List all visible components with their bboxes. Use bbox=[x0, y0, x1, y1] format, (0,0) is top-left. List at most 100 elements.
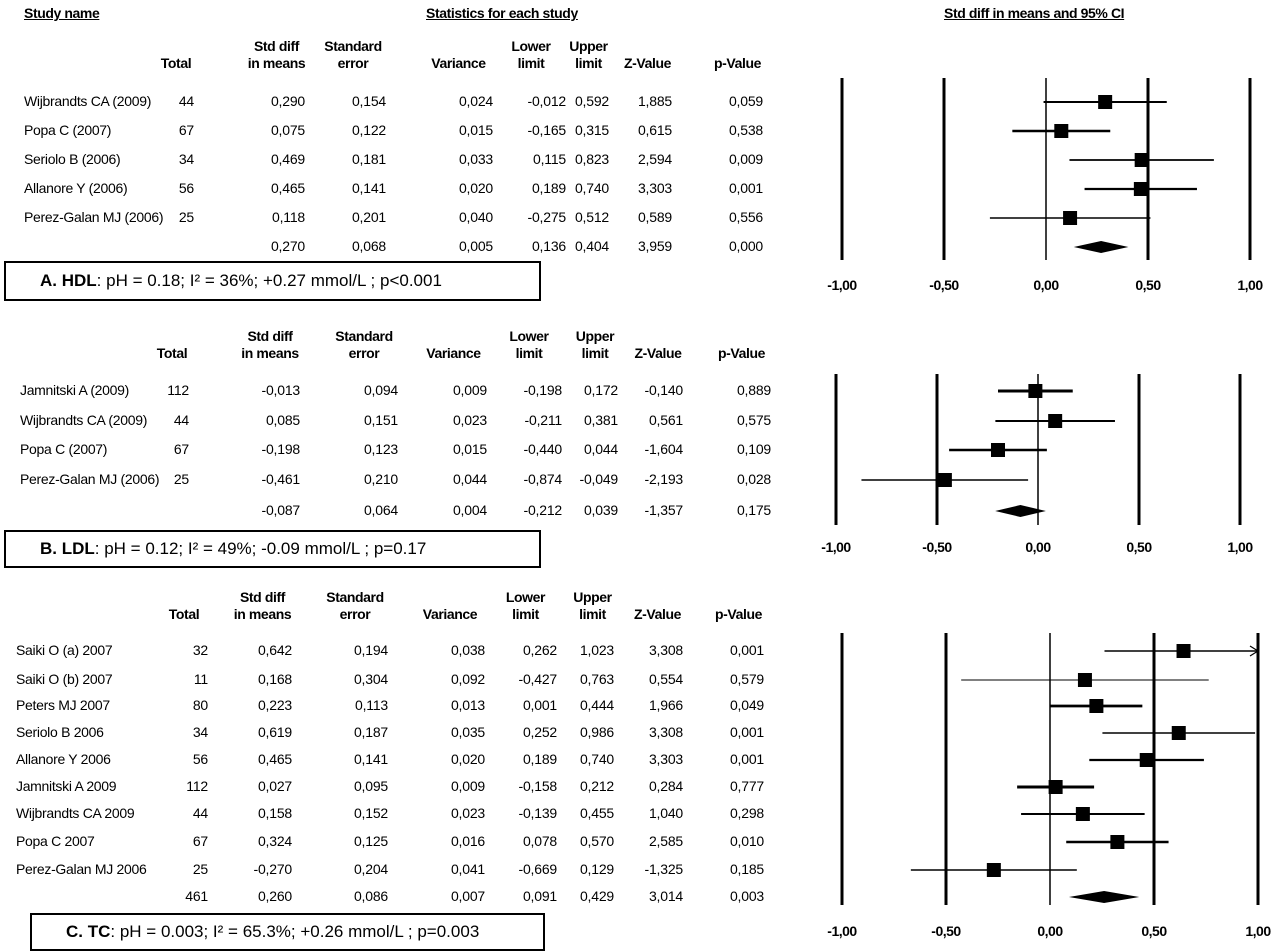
cell-upper: 0,455 bbox=[579, 805, 614, 821]
x-tick-label: -0,50 bbox=[922, 539, 952, 555]
cell-var: 0,038 bbox=[450, 642, 485, 658]
cell-p: 0,575 bbox=[736, 412, 771, 428]
cell-z: -0,140 bbox=[644, 382, 684, 398]
pooled-var: 0,004 bbox=[452, 502, 487, 518]
cell-upper: 0,172 bbox=[583, 382, 618, 398]
cell-var: 0,035 bbox=[450, 724, 485, 740]
column-header-line: Total bbox=[156, 345, 188, 361]
pooled-p: 0,003 bbox=[729, 888, 764, 904]
cell-se: 0,304 bbox=[353, 671, 388, 687]
column-header-line: Variance bbox=[422, 606, 478, 622]
column-header-line: Upper bbox=[569, 38, 608, 54]
cell-total: 80 bbox=[192, 697, 208, 713]
cell-p: 0,001 bbox=[729, 751, 764, 767]
x-tick-label: -0,50 bbox=[929, 277, 959, 293]
x-tick-label: -1,00 bbox=[827, 923, 857, 939]
column-header-line: Total bbox=[160, 55, 192, 71]
x-tick-label: 0,00 bbox=[1037, 923, 1063, 939]
column-header-line: in means bbox=[241, 345, 299, 361]
cell-z: -1,325 bbox=[644, 861, 684, 877]
cell-p: 0,049 bbox=[729, 697, 764, 713]
cell-se: 0,201 bbox=[351, 209, 386, 225]
cell-var: 0,013 bbox=[450, 697, 485, 713]
pooled-var: 0,005 bbox=[458, 238, 493, 254]
cell-p: 0,185 bbox=[729, 861, 764, 877]
column-header-line: Std diff bbox=[239, 589, 285, 605]
column-header-line: p-Value bbox=[714, 55, 761, 71]
pooled-se: 0,068 bbox=[351, 238, 386, 254]
cell-total: 56 bbox=[178, 180, 194, 196]
pooled-diamond bbox=[995, 505, 1046, 517]
pooled-p: 0,175 bbox=[736, 502, 771, 518]
cell-se: 0,210 bbox=[363, 471, 398, 487]
pooled-var: 0,007 bbox=[450, 888, 485, 904]
cell-total: 25 bbox=[192, 861, 208, 877]
column-header-line: Z-Value bbox=[634, 606, 681, 622]
cell-total: 44 bbox=[173, 412, 189, 428]
cell-upper: 0,315 bbox=[574, 122, 609, 138]
effect-marker bbox=[937, 473, 952, 487]
column-header-line: limit bbox=[512, 606, 539, 622]
cell-upper: 0,212 bbox=[579, 778, 614, 794]
cell-p: 0,298 bbox=[729, 805, 764, 821]
effect-marker bbox=[1054, 124, 1069, 138]
column-header-total: Total bbox=[140, 589, 228, 623]
panel-summary-text: : pH = 0.003; I² = 65.3%; +0.26 mmol/L ;… bbox=[110, 922, 480, 941]
cell-p: 0,028 bbox=[736, 471, 771, 487]
cell-se: 0,141 bbox=[351, 180, 386, 196]
study-name: Allanore Y (2006) bbox=[24, 180, 128, 196]
cell-z: 1,966 bbox=[648, 697, 683, 713]
cell-smd: 0,027 bbox=[257, 778, 292, 794]
cell-var: 0,015 bbox=[458, 122, 493, 138]
cell-lower: 0,262 bbox=[522, 642, 557, 658]
cell-se: 0,152 bbox=[353, 805, 388, 821]
x-tick-label: 1,00 bbox=[1237, 277, 1263, 293]
cell-var: 0,009 bbox=[452, 382, 487, 398]
cell-total: 11 bbox=[193, 671, 208, 687]
cell-total: 112 bbox=[186, 778, 208, 794]
column-header-lower: Lower limit bbox=[476, 38, 586, 72]
column-header-line: Lower bbox=[509, 328, 549, 344]
cell-upper: 0,740 bbox=[574, 180, 609, 196]
cell-se: 0,125 bbox=[353, 833, 388, 849]
panel-summary-box: A. HDL: pH = 0.18; I² = 36%; +0.27 mmol/… bbox=[4, 261, 541, 301]
study-name: Popa C (2007) bbox=[20, 441, 108, 457]
column-header-line: Lower bbox=[505, 589, 546, 605]
study-name: Popa C 2007 bbox=[16, 833, 95, 849]
study-name: Seriolo B 2006 bbox=[16, 724, 104, 740]
column-header-line: Variance bbox=[431, 55, 486, 71]
cell-var: 0,020 bbox=[450, 751, 485, 767]
cell-upper: 0,570 bbox=[579, 833, 614, 849]
cell-upper: 0,444 bbox=[579, 697, 614, 713]
cell-lower: 0,001 bbox=[522, 697, 557, 713]
pooled-smd: 0,260 bbox=[257, 888, 292, 904]
column-header-p: p-Value bbox=[692, 328, 791, 362]
cell-lower: -0,874 bbox=[523, 471, 563, 487]
column-header-line: Upper bbox=[573, 589, 612, 605]
column-header-p: p-Value bbox=[693, 589, 784, 623]
cell-total: 25 bbox=[178, 209, 194, 225]
effect-marker bbox=[1098, 95, 1113, 109]
column-header-line: Total bbox=[168, 606, 200, 622]
cell-total: 67 bbox=[178, 122, 194, 138]
cell-z: 0,589 bbox=[637, 209, 672, 225]
cell-total: 34 bbox=[192, 724, 208, 740]
pooled-smd: 0,270 bbox=[270, 238, 305, 254]
cell-p: 0,001 bbox=[729, 724, 764, 740]
column-header-line: in means bbox=[233, 606, 292, 622]
pooled-se: 0,086 bbox=[353, 888, 388, 904]
x-tick-label: 0,00 bbox=[1025, 539, 1051, 555]
statistics-header: Statistics for each study bbox=[426, 5, 578, 21]
effect-marker bbox=[1063, 211, 1078, 225]
cell-p: 0,010 bbox=[729, 833, 764, 849]
column-header-line: error bbox=[337, 55, 369, 71]
panel-label: C. TC bbox=[66, 922, 111, 941]
column-header-line: limit bbox=[515, 345, 543, 361]
column-header-z: Z-Value bbox=[612, 589, 703, 623]
study-name: Perez-Galan MJ (2006) bbox=[20, 471, 160, 487]
cell-se: 0,181 bbox=[351, 151, 386, 167]
column-header-line: limit bbox=[579, 606, 606, 622]
cell-se: 0,122 bbox=[351, 122, 386, 138]
cell-upper: 0,381 bbox=[583, 412, 618, 428]
cell-z: 2,594 bbox=[637, 151, 672, 167]
